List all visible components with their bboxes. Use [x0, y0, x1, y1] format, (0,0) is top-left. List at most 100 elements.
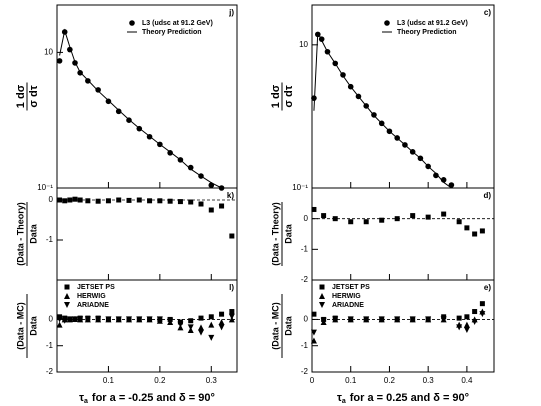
data-point — [188, 199, 194, 205]
data-point — [136, 197, 142, 203]
data-point — [440, 316, 447, 323]
x-tick-label: 0 — [310, 376, 315, 385]
x-tick-label: 0.3 — [206, 376, 218, 385]
data-point — [208, 207, 214, 213]
data-point — [72, 316, 78, 323]
panel: l) 0 -1 -2 0.1 0.2 0.3 (Data - MC) Data τa for a =… — [15, 279, 238, 405]
panel-frame — [56, 279, 238, 373]
data-point — [198, 315, 204, 321]
data-point — [311, 95, 317, 101]
y-tick-label: 10 — [44, 48, 53, 57]
data-point — [363, 316, 370, 323]
x-label-part: a — [84, 398, 88, 405]
data-point — [61, 317, 68, 324]
data-point — [56, 316, 63, 323]
data-point — [379, 217, 385, 223]
data-point — [198, 201, 204, 207]
data-point — [187, 324, 194, 331]
data-point — [425, 214, 431, 220]
y-tick-label: 10⁻¹ — [292, 183, 308, 192]
legend-marker — [64, 302, 70, 308]
panel-label: d) — [483, 191, 491, 200]
data-point — [77, 197, 83, 203]
legend-label: Theory Prediction — [397, 29, 457, 36]
data-point — [187, 164, 194, 171]
y-label-numerator: (Data - MC) — [270, 302, 280, 350]
x-tick-label: 0.4 — [461, 376, 473, 385]
y-tick-label: 10 — [299, 40, 308, 49]
data-point — [147, 198, 153, 204]
data-point — [156, 316, 163, 323]
y-tick-label: 0 — [49, 195, 54, 204]
legend-marker — [384, 20, 390, 26]
data-point — [95, 316, 102, 323]
data-point — [229, 233, 235, 239]
y-label-denominator: σ dτ — [28, 85, 40, 107]
legend-label: ARIADNE — [77, 302, 109, 309]
data-point — [311, 206, 317, 212]
data-point — [409, 316, 416, 323]
y-label: 1 dσ σ dτ — [270, 82, 295, 111]
data-point — [463, 326, 470, 333]
data-point — [218, 319, 225, 326]
x-label: τa for a = -0.25 and δ = 90° — [79, 392, 215, 405]
data-point — [320, 317, 327, 324]
panel-label: l) — [229, 283, 234, 292]
y-label: (Data - Theory) Data — [15, 202, 38, 266]
data-point — [332, 216, 338, 222]
y-tick-label: -1 — [46, 341, 54, 350]
data-point — [425, 316, 432, 323]
y-tick-label: -1 — [301, 244, 309, 253]
x-tick-label: 0.3 — [423, 376, 435, 385]
panel-frame — [311, 279, 495, 373]
data-point — [479, 301, 485, 307]
legend-label: JETSET PS — [77, 284, 115, 291]
y-tick-label: -1 — [46, 235, 54, 244]
x-label-part: a — [342, 398, 346, 405]
data-point — [310, 329, 317, 336]
legend-label: HERWIG — [77, 293, 106, 300]
panel-frame — [56, 187, 238, 281]
y-tick-label: 0 — [304, 315, 309, 324]
data-point — [66, 316, 73, 323]
x-label-part: τ — [79, 392, 84, 404]
data-point — [229, 309, 235, 315]
x-tick-label: 0.2 — [154, 376, 166, 385]
data-point — [433, 172, 439, 179]
data-point — [188, 318, 194, 324]
legend-label: ARIADNE — [332, 302, 364, 309]
data-point — [208, 321, 215, 328]
y-tick-label: -2 — [301, 275, 309, 284]
data-point — [126, 316, 132, 323]
data-point — [218, 324, 225, 331]
data-point — [95, 87, 101, 93]
data-point — [363, 219, 369, 225]
data-point — [394, 316, 401, 323]
data-point — [410, 213, 416, 219]
y-label-numerator: (Data - Theory) — [270, 202, 280, 266]
y-tick-label: -1 — [301, 341, 309, 350]
y-label: (Data - MC) Data — [15, 294, 38, 358]
y-label-numerator: 1 dσ — [15, 84, 27, 108]
x-label-part: for a = -0.25 and δ = 90° — [92, 392, 215, 404]
y-tick-label: 0 — [49, 315, 54, 324]
data-point — [332, 316, 339, 323]
data-point — [105, 198, 111, 204]
legend-label: L3 (udsc at 91.2 GeV) — [142, 20, 213, 27]
data-point — [479, 228, 485, 234]
panel-label: e) — [484, 283, 491, 292]
data-point — [177, 199, 183, 205]
data-point — [84, 316, 91, 323]
data-point — [456, 219, 462, 225]
y-label: 1 dσ σ dτ — [15, 82, 40, 111]
data-point — [347, 316, 354, 323]
data-point — [464, 314, 470, 320]
x-tick-label: 0.1 — [345, 376, 357, 385]
data-point — [146, 316, 153, 323]
y-label: (Data - MC) Data — [270, 294, 293, 358]
legend-marker — [319, 284, 325, 290]
data-point — [198, 324, 204, 331]
x-tick-label: 0.1 — [103, 376, 115, 385]
y-label-numerator: 1 dσ — [270, 84, 282, 108]
